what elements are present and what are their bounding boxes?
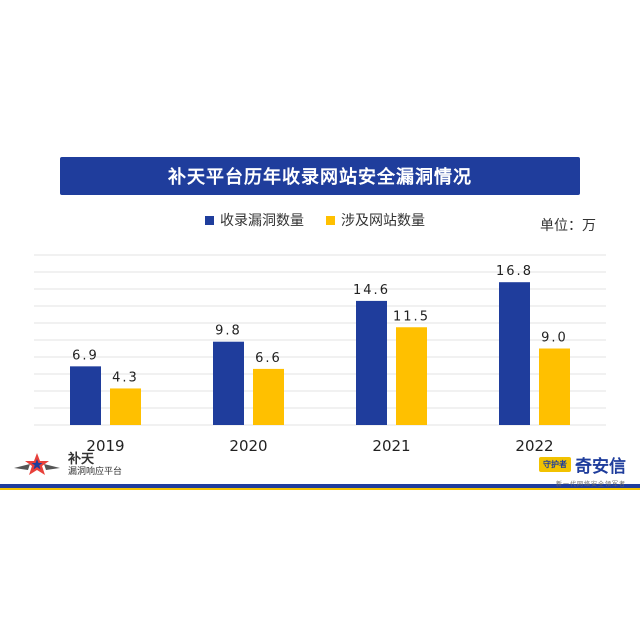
data-label-series1-2021: 14.6 [353, 283, 390, 298]
chart-title-bar: 补天平台历年收录网站安全漏洞情况 [60, 157, 580, 195]
qianxin-slogan: 新一代网络安全领军者 [555, 481, 626, 488]
x-tick-label-2021: 2021 [372, 437, 410, 455]
data-label-series1-2020: 9.8 [215, 324, 242, 339]
legend-label-series2: 涉及网站数量 [341, 213, 425, 229]
label-layer: 6.9 4.3 2019 9.8 6.6 2020 14.611.5 2021 16.8 9.0 2… [72, 264, 568, 455]
qianxin-badge: 守护者 [539, 457, 571, 472]
footer-bar-yellow [0, 488, 640, 490]
x-tick-label-2019: 2019 [86, 437, 124, 455]
bar-series2-2022 [539, 348, 570, 425]
data-label-series2-2022: 9.0 [541, 331, 568, 346]
bar-layer [70, 282, 570, 425]
bar-series2-2019 [110, 388, 141, 425]
bar-series1-2022 [499, 282, 530, 425]
butian-logo: 补天 漏洞响应平台 [12, 450, 122, 480]
bar-series1-2019 [70, 366, 101, 425]
x-tick-label-2022: 2022 [515, 437, 553, 455]
butian-brand-name: 补天 [68, 451, 95, 467]
chart-title: 补天平台历年收录网站安全漏洞情况 [168, 167, 472, 188]
data-label-series1-2022: 16.8 [496, 264, 533, 279]
bar-series2-2021 [396, 327, 427, 425]
bar-series1-2020 [213, 341, 244, 425]
data-label-series2-2020: 6.6 [255, 351, 282, 366]
chart-legend: 收录漏洞数量 涉及网站数量 [205, 210, 425, 230]
data-label-series1-2019: 6.9 [72, 348, 99, 363]
data-label-series2-2019: 4.3 [112, 370, 139, 385]
bar-series1-2021 [356, 300, 387, 425]
x-tick-label-2020: 2020 [229, 437, 267, 455]
legend-swatch-series1 [205, 215, 214, 225]
legend-item-series2: 涉及网站数量 [326, 210, 425, 230]
qianxin-brand-name: 奇安信 [575, 457, 626, 477]
legend-item-series1: 收录漏洞数量 [205, 210, 304, 230]
footer-bar-blue [0, 484, 640, 488]
bar-series2-2020 [253, 368, 284, 425]
star-wings-icon [14, 453, 60, 475]
butian-brand-sub: 漏洞响应平台 [68, 466, 123, 477]
qianxin-logo: 守护者 奇安信 新一代网络安全领军者 [539, 452, 626, 488]
unit-label: 单位：万 [540, 218, 596, 234]
legend-label-series1: 收录漏洞数量 [220, 213, 304, 229]
data-label-series2-2021: 11.5 [393, 309, 430, 324]
legend-swatch-series2 [326, 215, 335, 225]
